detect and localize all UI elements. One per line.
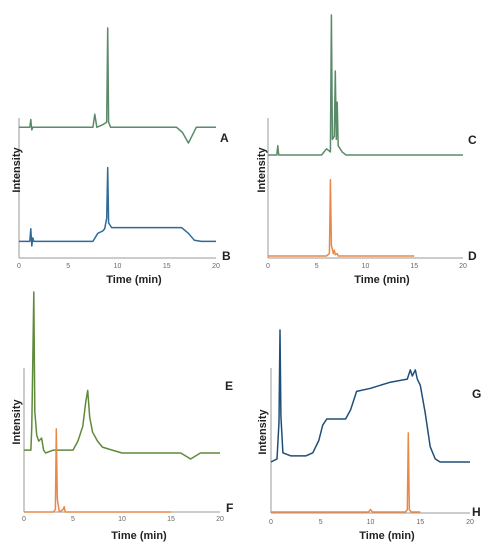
trace-label-a: A xyxy=(220,131,229,145)
x-tick-label: 10 xyxy=(362,263,370,270)
trace-line-g xyxy=(270,329,470,463)
trace-line-f xyxy=(24,428,171,513)
trace-line-a xyxy=(19,27,216,144)
x-axis-title: Time (min) xyxy=(354,274,410,286)
y-axis-title: Intensity xyxy=(256,147,268,193)
trace-line-b xyxy=(19,166,216,247)
x-tick-label: 0 xyxy=(22,516,26,523)
trace-label-h: H xyxy=(472,505,481,519)
y-axis-title: Intensity xyxy=(257,409,269,455)
x-tick-label: 5 xyxy=(319,519,323,526)
trace-line-e xyxy=(24,291,220,460)
chart-panel-ab: Intensity Time (min) 0 5 10 15 20 AB xyxy=(11,27,231,286)
x-tick-label: 15 xyxy=(167,516,175,523)
x-tick-label: 0 xyxy=(269,519,273,526)
chart-panel-gh: Intensity Time (min) 0 5 10 15 20 GH xyxy=(257,329,481,542)
trace-label-d: D xyxy=(468,249,477,263)
x-axis-title: Time (min) xyxy=(359,530,415,542)
x-tick-label: 20 xyxy=(459,263,467,270)
chart-panel-ef: Intensity Time (min) 0 5 10 15 20 EF xyxy=(11,291,233,542)
x-tick-label: 20 xyxy=(216,516,224,523)
traces: CD xyxy=(268,14,477,263)
trace-line-d xyxy=(268,178,415,257)
x-tick-label: 15 xyxy=(163,263,171,270)
x-tick-label: 15 xyxy=(410,263,418,270)
x-tick-label: 10 xyxy=(367,519,375,526)
x-axis-title: Time (min) xyxy=(111,530,167,542)
x-tick-label: 5 xyxy=(66,263,70,270)
x-tick-labels: 0 5 10 15 20 xyxy=(17,263,220,270)
x-tick-label: 5 xyxy=(71,516,75,523)
x-tick-label: 0 xyxy=(266,263,270,270)
trace-label-e: E xyxy=(225,379,233,393)
x-tick-labels: 0 5 10 15 20 xyxy=(22,516,224,523)
y-axis-title: Intensity xyxy=(11,147,23,193)
traces: AB xyxy=(19,27,231,263)
traces: EF xyxy=(24,291,233,515)
x-tick-labels: 0 5 10 15 20 xyxy=(269,519,474,526)
trace-label-f: F xyxy=(226,501,233,515)
x-tick-label: 10 xyxy=(118,516,126,523)
x-tick-labels: 0 5 10 15 20 xyxy=(266,263,467,270)
trace-label-c: C xyxy=(468,133,477,147)
x-tick-label: 20 xyxy=(212,263,220,270)
x-tick-label: 0 xyxy=(17,263,21,270)
trace-label-g: G xyxy=(472,387,481,401)
x-tick-label: 20 xyxy=(466,519,474,526)
trace-label-b: B xyxy=(222,249,231,263)
x-tick-label: 10 xyxy=(114,263,122,270)
trace-line-c xyxy=(268,14,463,156)
x-axis-title: Time (min) xyxy=(106,274,162,286)
trace-line-h xyxy=(271,432,421,513)
x-tick-label: 5 xyxy=(315,263,319,270)
y-axis-title: Intensity xyxy=(11,399,23,445)
x-tick-label: 15 xyxy=(416,519,424,526)
chart-panel-cd: Intensity Time (min) 0 5 10 15 20 CD xyxy=(256,14,477,286)
traces: GH xyxy=(270,329,481,519)
